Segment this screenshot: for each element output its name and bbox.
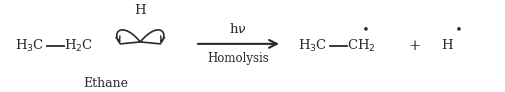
Text: H: H [134,4,146,17]
Text: CH$_2$: CH$_2$ [347,38,375,54]
Text: $\bullet$: $\bullet$ [361,22,369,35]
Text: Ethane: Ethane [83,77,128,90]
Text: h$\nu$: h$\nu$ [229,22,247,36]
Text: +: + [409,39,421,53]
Text: H$_3$C: H$_3$C [15,38,44,54]
Text: H$_2$C: H$_2$C [64,38,93,54]
Text: Homolysis: Homolysis [207,52,269,65]
Text: H: H [441,39,453,52]
Text: H$_3$C: H$_3$C [298,38,327,54]
Text: $\bullet$: $\bullet$ [453,22,461,35]
